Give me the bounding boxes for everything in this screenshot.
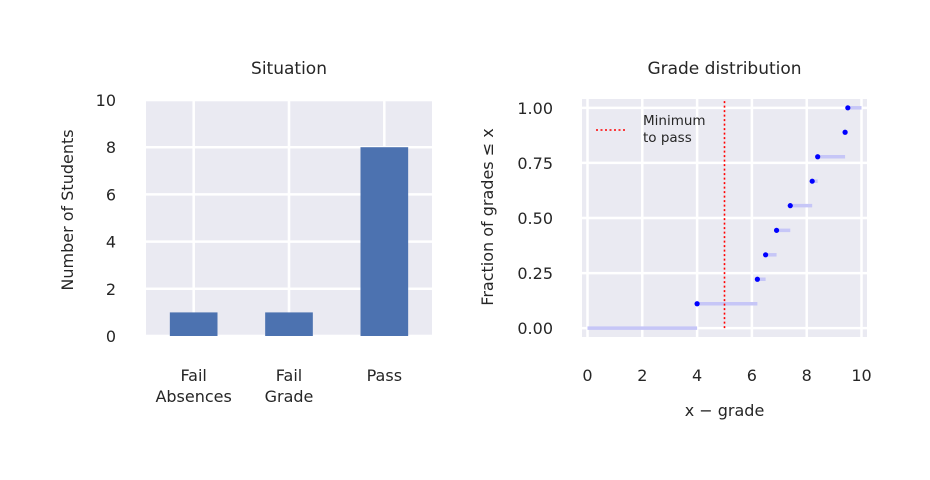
grade-x-tick-label: 6 (747, 366, 757, 385)
grade-y-tick-label: 0.75 (517, 154, 553, 173)
legend-threshold-label: Minimum to pass (643, 113, 706, 146)
situation-title: Situation (251, 59, 327, 79)
situation-bar (360, 147, 409, 336)
grade-distribution-title: Grade distribution (647, 59, 801, 79)
situation-y-axis-label: Number of Students (58, 129, 77, 290)
grade-distribution-y-axis-label: Fraction of grades ≤ x (478, 128, 497, 305)
cdf-point (787, 203, 793, 209)
situation-chart: Fail Absences Fail Grade Pass 0 2 4 6 8 10 Situat… (58, 59, 432, 406)
situation-bar (169, 312, 218, 336)
cdf-point (815, 154, 821, 160)
situation-y-tick-label: 4 (106, 233, 116, 252)
situation-y-tick-label: 8 (106, 138, 116, 157)
situation-y-tick-label: 10 (96, 91, 116, 110)
grade-x-tick-label: 8 (802, 366, 812, 385)
cdf-point (763, 252, 769, 258)
grade-distribution-chart: 0 2 4 6 8 10 0.00 0.25 0.50 0.75 1.00 Minimum to p… (478, 59, 872, 420)
situation-x-tick-label: Fail Absences (155, 366, 231, 406)
situation-y-tick-labels: 0 2 4 6 8 10 (96, 91, 116, 346)
grade-distribution-legend: Minimum to pass (596, 113, 706, 146)
grade-y-tick-label: 1.00 (517, 99, 553, 118)
grade-x-tick-label: 2 (637, 366, 647, 385)
cdf-point (754, 276, 760, 282)
cdf-points (694, 105, 851, 307)
situation-x-tick-label: Pass (367, 366, 402, 385)
situation-x-tick-label: Fail Grade (265, 366, 314, 406)
cdf-point (773, 227, 780, 233)
grade-x-tick-label: 4 (692, 366, 702, 385)
situation-x-tick-labels: Fail Absences Fail Grade Pass (155, 366, 402, 406)
grade-distribution-x-tick-labels: 0 2 4 6 8 10 (582, 366, 871, 385)
cdf-point (694, 301, 700, 307)
grade-y-tick-label: 0.50 (517, 209, 553, 228)
grade-x-tick-label: 0 (582, 366, 592, 385)
cdf-point (842, 129, 848, 135)
grade-distribution-y-tick-labels: 0.00 0.25 0.50 0.75 1.00 (517, 99, 553, 338)
grade-x-tick-label: 10 (851, 366, 871, 385)
grade-y-tick-label: 0.00 (517, 319, 553, 338)
grade-distribution-x-axis-label: x − grade (685, 401, 765, 420)
situation-y-tick-label: 6 (106, 185, 116, 204)
cdf-point (845, 105, 851, 111)
situation-y-tick-label: 2 (106, 280, 116, 299)
situation-y-tick-label: 0 (106, 327, 116, 346)
situation-bar (265, 312, 313, 336)
situation-bars (169, 147, 409, 336)
grade-y-tick-label: 0.25 (517, 264, 553, 283)
cdf-point (809, 178, 815, 184)
